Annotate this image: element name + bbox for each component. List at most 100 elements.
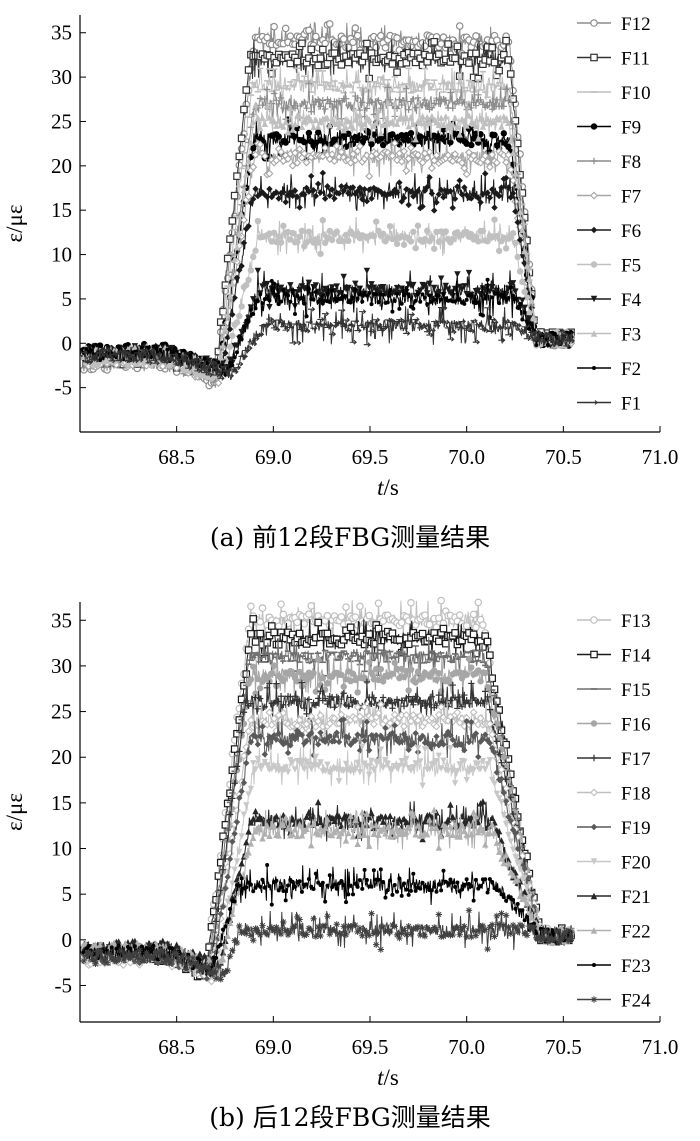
data-point bbox=[273, 327, 281, 333]
data-point bbox=[522, 310, 527, 315]
data-point bbox=[350, 892, 355, 897]
data-point bbox=[448, 877, 453, 882]
data-point bbox=[421, 282, 429, 290]
data-point bbox=[465, 100, 473, 108]
data-point bbox=[284, 749, 292, 757]
data-point bbox=[464, 297, 469, 302]
data-point bbox=[296, 698, 303, 705]
data-point bbox=[127, 344, 134, 351]
data-point bbox=[331, 323, 339, 329]
data-point bbox=[291, 826, 299, 833]
data-point bbox=[232, 355, 237, 360]
data-point bbox=[166, 355, 174, 361]
data-point bbox=[514, 253, 521, 261]
data-point bbox=[428, 112, 436, 120]
data-point bbox=[210, 360, 218, 366]
data-point bbox=[400, 722, 409, 731]
data-point bbox=[222, 885, 229, 892]
legend-item-F10: F10 bbox=[577, 83, 651, 104]
data-point bbox=[407, 312, 416, 317]
data-point bbox=[393, 284, 401, 292]
data-point bbox=[451, 54, 459, 63]
data-point bbox=[435, 637, 443, 646]
data-point bbox=[430, 207, 438, 214]
data-point bbox=[302, 158, 311, 167]
data-point bbox=[523, 262, 531, 270]
data-point bbox=[428, 824, 436, 831]
data-point bbox=[327, 299, 332, 304]
data-point bbox=[526, 275, 533, 282]
y-tick-label: 5 bbox=[62, 287, 73, 311]
data-point bbox=[590, 123, 598, 130]
data-point bbox=[359, 743, 366, 751]
data-point bbox=[482, 688, 489, 695]
data-point bbox=[590, 261, 598, 268]
data-point bbox=[345, 284, 352, 292]
data-point bbox=[247, 676, 255, 683]
data-point bbox=[420, 292, 425, 297]
data-point bbox=[244, 727, 253, 736]
data-point bbox=[260, 877, 265, 882]
data-point bbox=[491, 131, 498, 139]
data-point bbox=[228, 217, 237, 225]
data-point bbox=[238, 210, 245, 218]
data-point bbox=[223, 924, 228, 929]
data-point bbox=[375, 97, 382, 104]
data-point bbox=[338, 290, 345, 297]
data-point bbox=[484, 102, 491, 109]
data-point bbox=[505, 832, 512, 839]
data-point bbox=[219, 363, 228, 369]
data-point bbox=[435, 238, 443, 245]
data-point bbox=[252, 185, 259, 193]
data-point bbox=[476, 714, 485, 723]
data-point bbox=[330, 157, 339, 166]
data-point bbox=[456, 833, 463, 840]
data-point bbox=[284, 769, 292, 776]
data-point bbox=[281, 288, 286, 293]
data-point bbox=[138, 350, 146, 355]
data-point bbox=[314, 618, 322, 627]
data-point bbox=[325, 883, 330, 888]
data-point bbox=[502, 86, 510, 93]
data-point bbox=[254, 114, 262, 121]
data-point bbox=[526, 315, 533, 322]
data-point bbox=[239, 751, 248, 760]
data-point bbox=[451, 820, 459, 828]
data-point bbox=[433, 323, 441, 329]
data-point bbox=[340, 238, 347, 245]
data-point bbox=[289, 697, 296, 704]
data-point bbox=[254, 705, 262, 712]
y-tick-label: 10 bbox=[51, 243, 72, 267]
data-point bbox=[460, 887, 465, 892]
data-point bbox=[393, 240, 401, 248]
data-point bbox=[405, 824, 412, 831]
data-point bbox=[514, 876, 521, 883]
data-point bbox=[147, 347, 156, 353]
data-point bbox=[305, 808, 313, 816]
data-point bbox=[479, 826, 487, 833]
data-point bbox=[298, 227, 306, 235]
data-point bbox=[393, 665, 401, 673]
data-point bbox=[321, 195, 329, 202]
data-point bbox=[84, 347, 89, 352]
data-point bbox=[293, 618, 302, 627]
data-point bbox=[303, 813, 310, 820]
data-point bbox=[301, 704, 308, 712]
data-point bbox=[312, 282, 320, 289]
data-point bbox=[270, 822, 278, 830]
data-point bbox=[531, 921, 536, 926]
data-point bbox=[335, 778, 343, 785]
data-point bbox=[242, 86, 251, 94]
data-point bbox=[465, 769, 473, 776]
data-point bbox=[91, 344, 96, 349]
data-point bbox=[493, 790, 501, 798]
data-point bbox=[403, 114, 410, 121]
data-point bbox=[333, 283, 340, 290]
data-point bbox=[308, 306, 316, 312]
data-point bbox=[515, 305, 520, 310]
x-tick-label: 70.5 bbox=[545, 445, 582, 469]
data-point bbox=[244, 192, 253, 201]
data-point bbox=[495, 115, 503, 123]
data-point bbox=[403, 828, 410, 836]
data-point bbox=[384, 84, 391, 91]
